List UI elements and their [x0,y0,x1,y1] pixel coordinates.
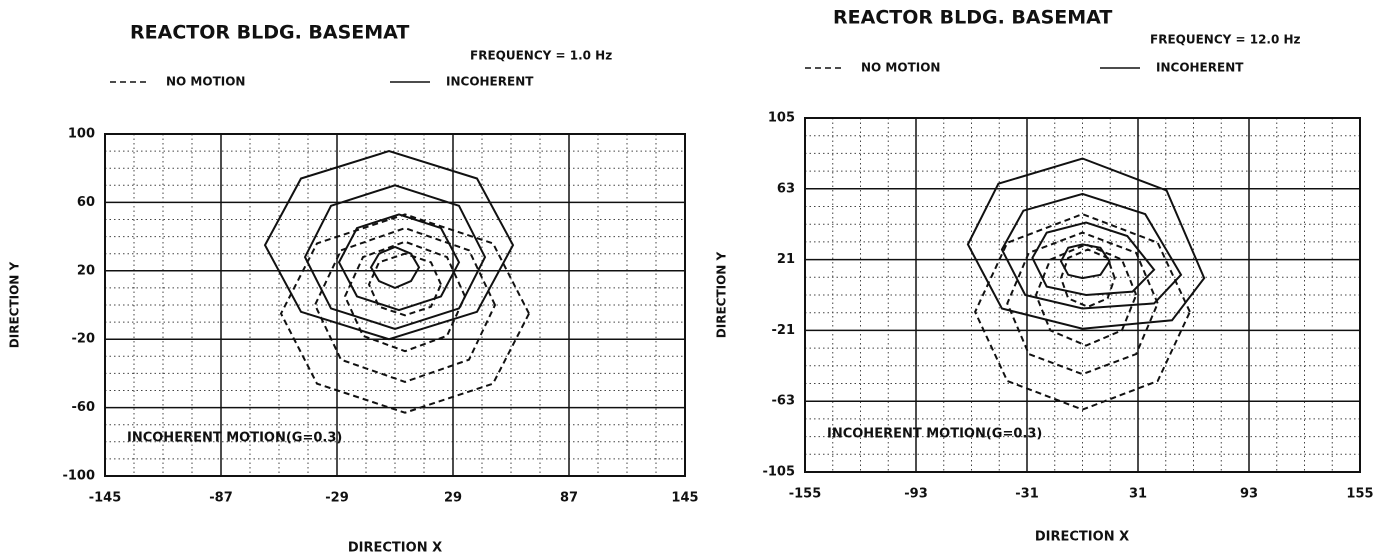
y-axis-label: DIRECTION Y [715,251,729,338]
contour-line [279,213,531,414]
x-tick-label: -31 [1015,487,1039,502]
legend-label: INCOHERENT [446,75,534,89]
contour-line [1006,231,1159,376]
x-tick-label: -29 [325,491,349,506]
legend-label: NO MOTION [166,75,245,89]
x-tick-label: 87 [560,491,578,506]
y-tick-label: -21 [772,323,796,338]
y-tick-label: 21 [777,252,795,267]
y-tick-label: -105 [762,465,795,480]
annotation: INCOHERENT MOTION(G=0.3) [127,431,342,446]
y-tick-label: -20 [72,332,96,347]
y-tick-label: 63 [777,181,795,196]
chart: REACTOR BLDG. BASEMAT FREQUENCY = 1.0 Hz N… [8,22,699,556]
contour-line [1031,221,1156,297]
contour-line [1034,243,1138,347]
contour-line [1059,248,1116,308]
x-tick-label: -87 [209,491,233,506]
x-axis-label: DIRECTION X [348,541,442,556]
y-tick-label: -100 [62,469,95,484]
y-tick-label: 20 [77,263,95,278]
y-axis-label: DIRECTION Y [8,261,22,348]
chart-title: REACTOR BLDG. BASEMAT [130,22,409,44]
legend-label: NO MOTION [861,61,940,75]
y-tick-label: 100 [68,127,95,142]
x-tick-label: -93 [904,487,928,502]
contour-line [973,213,1192,411]
y-tick-label: -60 [72,400,96,415]
chart-subtitle: FREQUENCY = 12.0 Hz [1150,33,1301,47]
x-tick-label: 31 [1129,487,1147,502]
plot-frame [804,117,1361,473]
contour-line [313,227,497,383]
x-tick-label: 145 [671,491,698,506]
plot-frame [104,133,686,477]
x-axis-label: DIRECTION X [1035,530,1129,545]
y-tick-label: -63 [772,394,796,409]
annotation: INCOHERENT MOTION(G=0.3) [827,427,1042,442]
contour-line [263,150,515,341]
contour-line [337,213,461,312]
x-tick-label: 29 [444,491,462,506]
legend-label: INCOHERENT [1156,61,1244,75]
x-tick-label: -155 [789,487,822,502]
contour-line [966,157,1206,330]
chart: REACTOR BLDG. BASEMAT FREQUENCY = 12.0 Hz… [715,7,1374,545]
contour-line [1000,192,1183,310]
y-tick-label: 105 [768,111,795,126]
x-tick-label: 155 [1346,487,1373,502]
contour-line [369,245,421,289]
contour-line [303,184,487,330]
contour-line [367,252,443,317]
y-tick-label: 60 [77,195,95,210]
x-tick-label: -145 [89,491,122,506]
chart-subtitle: FREQUENCY = 1.0 Hz [470,49,612,63]
chart-title: REACTOR BLDG. BASEMAT [833,7,1112,29]
x-tick-label: 93 [1240,487,1258,502]
contour-line [1059,243,1111,280]
contour-line [343,240,467,353]
